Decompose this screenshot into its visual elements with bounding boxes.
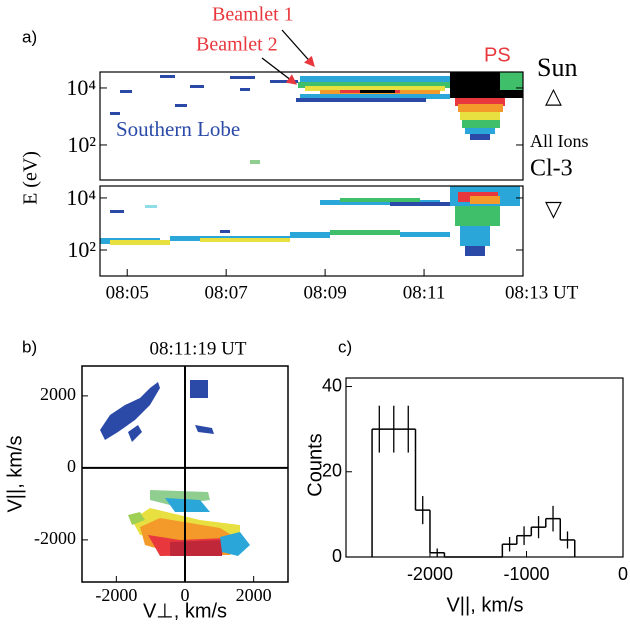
- y-tick-label: 10⁴: [66, 185, 96, 210]
- x-tick-label: -1000: [503, 564, 549, 584]
- distribution-region: [100, 382, 160, 440]
- x-tick-label: 08:11: [403, 282, 446, 303]
- spectrogram-cell: [270, 80, 298, 83]
- x-tick-label: 0: [181, 585, 190, 605]
- annotation: Southern Lobe: [116, 117, 240, 141]
- spectrogram-cell: [296, 98, 426, 102]
- spectrogram-cell: [462, 120, 500, 128]
- x-axis-label: V⊥, km/s: [143, 600, 227, 622]
- panel-frame: [99, 185, 524, 277]
- y-tick-label: 0: [332, 546, 342, 566]
- plots: 10² 10⁴ a) E (eV) Beamlet 1 Beamlet 2 PS Southe…: [4, 4, 628, 623]
- x-tick-label: -2000: [407, 564, 453, 584]
- spectrogram-cell: [240, 88, 250, 91]
- y-axis-label: E (eV): [20, 151, 42, 205]
- spectrogram-cell: [175, 104, 187, 107]
- y-tick-label: 10²: [67, 132, 96, 157]
- annotation: Beamlet 2: [196, 34, 278, 56]
- spectrogram-cell: [305, 86, 445, 91]
- panel-label: c): [338, 337, 352, 356]
- y-tick-label: 0: [67, 456, 76, 476]
- spectrogram-cell: [465, 128, 495, 134]
- right-label: All Ions: [530, 131, 589, 151]
- y-tick-label: 40: [322, 375, 342, 395]
- spectrogram-cell: [298, 82, 450, 88]
- spectrogram-cell: [455, 98, 505, 106]
- chart-title: 08:11:19 UT: [150, 338, 247, 359]
- x-tick-label: 08:13 UT: [505, 282, 579, 303]
- spectrogram-cell: [220, 230, 230, 233]
- spectrogram-cell: [110, 210, 124, 213]
- spectrogram-cell: [190, 85, 204, 88]
- panel-label: b): [22, 337, 37, 356]
- x-tick-label: 08:09: [303, 282, 346, 303]
- spectrogram-cell: [390, 202, 450, 206]
- spectrogram-cell: [300, 76, 450, 82]
- spectrogram-cell: [465, 246, 485, 256]
- spectrogram-cell: [160, 75, 175, 78]
- annotation: PS: [484, 44, 511, 66]
- distribution-region: [170, 540, 222, 556]
- x-tick-label: 0: [618, 564, 628, 584]
- y-axis-label: V||, km/s: [4, 435, 26, 512]
- spectrogram-cell: [470, 134, 490, 140]
- spectrogram-cell: [320, 200, 440, 205]
- spectrogram-cell: [460, 226, 490, 246]
- spectrogram-cell: [340, 198, 420, 202]
- arrow: [281, 29, 315, 67]
- spectrogram-cell: [300, 94, 450, 99]
- x-tick-label: 08:05: [106, 282, 149, 303]
- panel-label: a): [22, 27, 37, 46]
- spectrogram-cell: [455, 206, 500, 226]
- spectrogram-cell: [500, 72, 523, 90]
- spectrogram-cell: [110, 112, 120, 115]
- spectrogram-cell: [230, 76, 255, 79]
- distribution-region: [220, 532, 250, 556]
- x-tick-label: 08:07: [205, 282, 248, 303]
- panel-frame: [99, 71, 524, 181]
- right-label: △: [545, 83, 562, 108]
- spectrogram-cell: [470, 196, 500, 204]
- x-axis-label: V||, km/s: [446, 594, 523, 616]
- right-label: ▽: [545, 196, 562, 221]
- y-tick-label: 10²: [67, 237, 96, 262]
- annotation: Beamlet 1: [212, 4, 294, 26]
- spectrogram-cell: [460, 112, 500, 120]
- distribution-region: [128, 425, 142, 442]
- distribution-region: [190, 380, 208, 398]
- distribution-region: [128, 512, 145, 525]
- y-tick-label: 10⁴: [66, 75, 96, 100]
- y-tick-label: 20: [322, 461, 342, 481]
- distribution-region: [195, 425, 214, 434]
- arrow: [261, 57, 298, 85]
- spectrogram-cell: [250, 160, 260, 164]
- spectrogram-cell: [360, 90, 395, 93]
- y-tick-label: 2000: [40, 384, 76, 404]
- x-tick-label: -2000: [95, 585, 137, 605]
- x-tick-label: 2000: [236, 585, 272, 605]
- spectrogram-cell: [290, 232, 330, 238]
- right-label: Sun: [537, 53, 577, 82]
- panel-frame: [345, 377, 624, 558]
- spectrogram-cell: [458, 104, 503, 112]
- spectrogram-cell: [120, 90, 132, 93]
- spectrogram-cell: [330, 230, 400, 235]
- spectrogram-cell: [145, 205, 157, 208]
- spectrogram-cell: [110, 240, 170, 245]
- right-label: Cl-3: [530, 156, 573, 182]
- spectrogram-cell: [200, 238, 290, 242]
- distribution-region: [165, 498, 210, 512]
- y-axis-label: Counts: [304, 433, 326, 496]
- spectrogram-cell: [400, 232, 450, 237]
- y-tick-label: -2000: [34, 528, 76, 548]
